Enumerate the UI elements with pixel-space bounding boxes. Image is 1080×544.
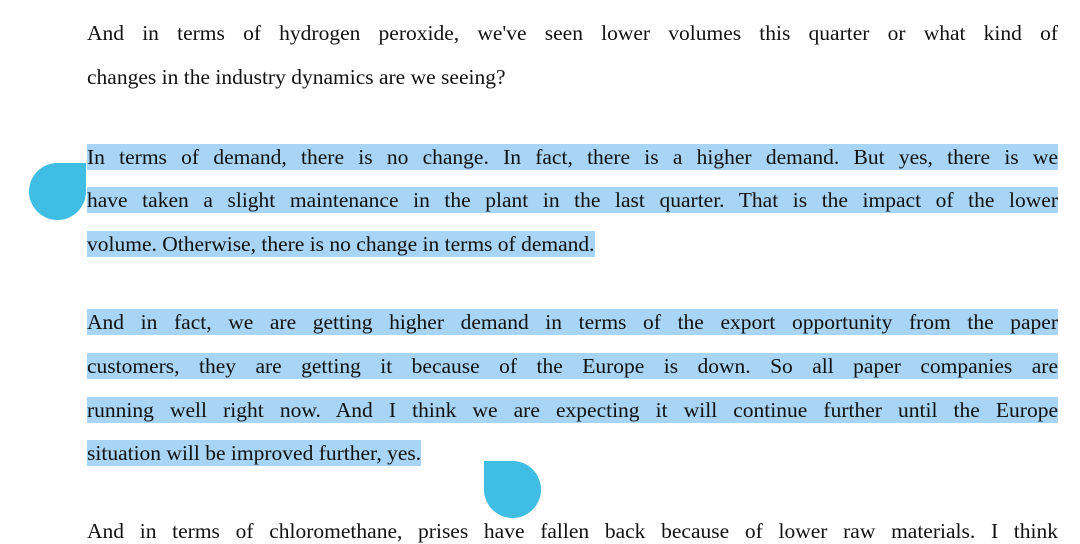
selected-text-line[interactable]: volume. Otherwise, there is no change in… <box>87 231 595 257</box>
text-line: And in terms of hydrogen peroxide, we've… <box>87 21 1058 45</box>
text-line: And in terms of chloromethane, prises ha… <box>87 519 1058 543</box>
selected-text-line[interactable]: In terms of demand, there is no change. … <box>87 144 1058 170</box>
selected-text-line[interactable]: situation will be improved further, yes. <box>87 440 422 466</box>
text-line: changes in the industry dynamics are we … <box>87 65 506 89</box>
selected-text-line[interactable]: have taken a slight maintenance in the p… <box>87 187 1058 213</box>
selection-end-handle[interactable] <box>484 461 541 518</box>
selected-text-line[interactable]: customers, they are getting it because o… <box>87 353 1058 379</box>
selected-text-line[interactable]: running well right now. And I think we a… <box>87 397 1058 423</box>
selected-text-line[interactable]: And in fact, we are getting higher deman… <box>87 309 1058 335</box>
selection-start-handle[interactable] <box>29 163 86 220</box>
